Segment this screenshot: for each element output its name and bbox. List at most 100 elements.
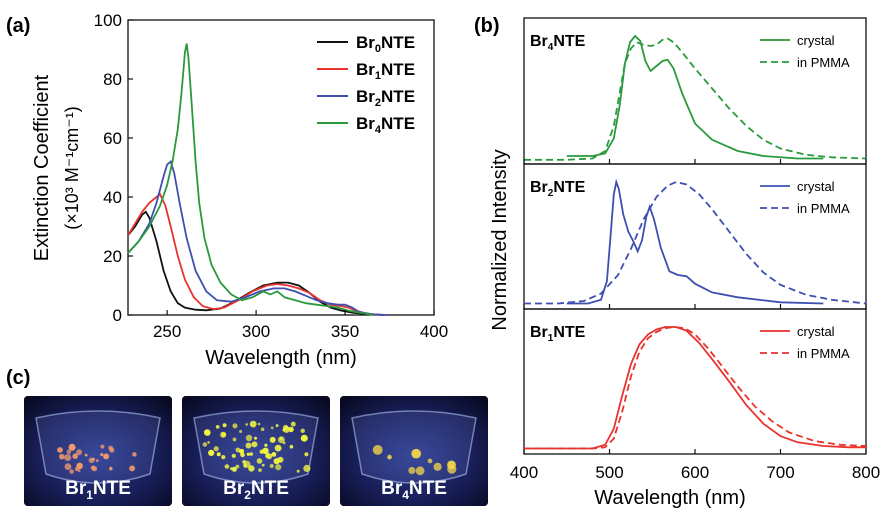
x-tick-label: 400 — [510, 463, 538, 482]
crystal-speck — [289, 444, 294, 449]
photo-label-br1nte: Br1NTE — [65, 478, 131, 502]
photo-label-br4nte: Br4NTE — [381, 478, 447, 502]
crystal-speck — [232, 437, 237, 442]
chart-a-y-axis-label-line2: (×10³ M⁻¹cm⁻¹) — [62, 106, 82, 230]
series-Br2NTE-crystal-line — [566, 178, 824, 305]
crystal-speck — [216, 452, 221, 457]
chart-a-frame — [127, 19, 435, 316]
chart-b-frames — [523, 17, 867, 455]
photo-br4nte: Br4NTE — [340, 396, 488, 506]
photo-background — [182, 396, 330, 506]
crystal-speck — [202, 442, 208, 447]
crystal-speck — [433, 462, 442, 471]
crystal-speck — [222, 423, 227, 428]
panel-label-c: (c) — [6, 367, 30, 389]
crystal-speck — [231, 453, 236, 458]
chart-a-plot-area — [127, 43, 388, 316]
crystal-speck — [260, 427, 265, 432]
legend-label-Br2NTE: Br2NTE — [356, 87, 415, 109]
crystal-speck — [258, 468, 262, 472]
crystal-speck — [274, 444, 282, 452]
crystal-speck — [66, 449, 72, 455]
crystal-speck — [215, 425, 220, 429]
photo-label-br2nte: Br2NTE — [223, 478, 289, 502]
crystal-speck — [271, 452, 277, 457]
crystal-speck — [427, 458, 433, 464]
crystal-speck — [300, 434, 308, 442]
crystal-speck — [245, 442, 252, 449]
crystal-speck — [288, 426, 294, 433]
crystal-speck — [387, 454, 392, 460]
series-Br2NTE-line — [127, 160, 388, 316]
crystal-speck — [239, 448, 245, 454]
crystal-speck — [72, 453, 78, 459]
legend-label-crystal: crystal — [797, 179, 835, 194]
y-tick-label: 100 — [94, 11, 122, 30]
crystal-speck — [220, 431, 227, 438]
crystal-speck — [235, 464, 240, 469]
crystal-speck — [57, 447, 63, 453]
crystal-speck — [300, 428, 305, 433]
x-tick-label: 500 — [595, 463, 623, 482]
photo-br2nte: Br2NTE — [182, 396, 330, 506]
crystal-speck — [282, 425, 290, 433]
crystal-speck — [290, 421, 296, 427]
crystal-speck — [100, 453, 104, 457]
photo-background — [24, 396, 172, 506]
crystal-speck — [275, 424, 279, 428]
legend-label-in-PMMA: in PMMA — [797, 55, 850, 70]
crystal-speck — [270, 426, 274, 430]
crystal-speck — [68, 443, 76, 451]
chart-b-subplot-title: Br1NTE — [530, 324, 586, 344]
y-tick-label: 0 — [113, 306, 122, 325]
crystal-speck — [296, 469, 300, 473]
x-tick-label: 350 — [331, 322, 359, 341]
chart-b-emission: Br4NTE crystal in PMMA Br2NTE crystal in PMMA… — [489, 17, 880, 509]
crystal-speck — [265, 453, 270, 459]
chart-b-plot-area: Br4NTE crystal in PMMA Br2NTE crystal in PMMA… — [524, 33, 867, 450]
crystal-speck — [69, 469, 74, 474]
legend-label-in-PMMA: in PMMA — [797, 201, 850, 216]
photo-br1nte: Br1NTE — [24, 396, 172, 506]
crystal-speck — [91, 466, 98, 472]
x-tick-label: 700 — [766, 463, 794, 482]
series-Br2NTE-in-PMMA-line — [524, 181, 867, 305]
vial-outline — [193, 410, 319, 484]
crystal-speck — [261, 463, 265, 467]
crystal-speck — [221, 455, 226, 460]
crystal-speck — [64, 463, 72, 470]
chart-b-y-axis-label: Normalized Intensity — [489, 149, 511, 330]
chart-a-x-axis-label: Wavelength (nm) — [205, 347, 357, 369]
crystal-speck — [232, 423, 238, 429]
y-tick-label: 20 — [103, 247, 122, 266]
crystal-speck — [235, 447, 241, 453]
series-Br1NTE-in-PMMA-line — [524, 326, 867, 450]
crystal-speck — [246, 452, 250, 456]
crystal-speck — [372, 445, 383, 455]
chart-a-extinction: 250 300 350 400 0 20 40 60 80 100 Wavelength (nm)… — [31, 11, 448, 369]
crystal-speck — [129, 465, 136, 472]
crystal-speck — [277, 456, 284, 463]
crystal-speck — [411, 448, 421, 459]
chart-b-subplot-title: Br4NTE — [530, 33, 586, 53]
crystal-speck — [279, 437, 283, 441]
crystal-speck — [103, 456, 107, 459]
crystal-speck — [282, 441, 286, 445]
crystal-speck — [76, 462, 83, 470]
legend-label-crystal: crystal — [797, 33, 835, 48]
crystal-speck — [264, 443, 268, 447]
chart-b-ticks: 400 500 600 700 800 — [510, 159, 880, 482]
crystal-speck — [95, 459, 99, 463]
crystal-speck — [230, 467, 233, 471]
panel-label-b: (b) — [474, 15, 500, 37]
x-tick-label: 300 — [242, 322, 270, 341]
y-tick-label: 80 — [103, 70, 122, 89]
crystal-speck — [64, 454, 72, 461]
crystal-speck — [256, 458, 263, 464]
x-tick-label: 400 — [420, 322, 448, 341]
crystal-speck — [76, 449, 83, 456]
chart-a-ticks: 250 300 350 400 0 20 40 60 80 100 — [94, 11, 449, 341]
x-tick-label: 250 — [153, 322, 181, 341]
series-Br0NTE-line — [127, 210, 385, 316]
